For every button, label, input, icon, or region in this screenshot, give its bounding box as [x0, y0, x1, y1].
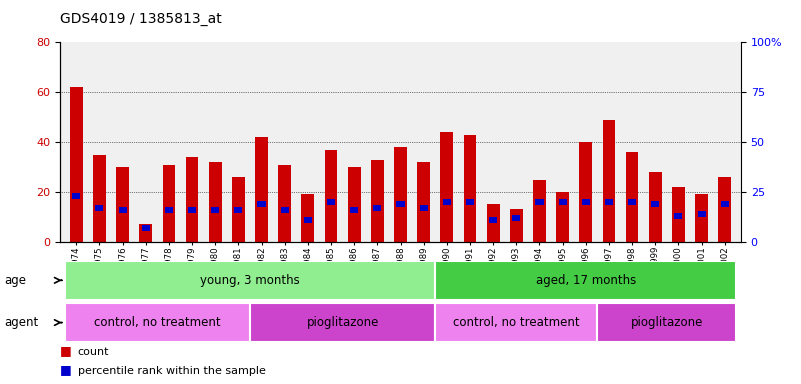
Bar [350, 207, 358, 213]
Bar [510, 210, 523, 242]
Bar [65, 303, 250, 342]
Bar [304, 217, 312, 223]
Bar [626, 152, 638, 242]
Bar [373, 205, 381, 211]
Bar [235, 207, 243, 213]
Bar [70, 87, 83, 242]
Bar [718, 177, 731, 242]
Bar [533, 180, 545, 242]
Bar [441, 132, 453, 242]
Bar [165, 207, 173, 213]
Bar [278, 164, 291, 242]
Bar [695, 195, 708, 242]
Bar [371, 160, 384, 242]
Text: young, 3 months: young, 3 months [200, 274, 300, 287]
Bar [139, 224, 152, 242]
Text: age: age [4, 274, 26, 287]
Bar [435, 261, 736, 300]
Bar [651, 201, 659, 207]
Bar [602, 120, 615, 242]
Bar [396, 201, 405, 207]
Bar [417, 162, 430, 242]
Bar [582, 199, 590, 205]
Bar [464, 135, 477, 242]
Text: control, no treatment: control, no treatment [453, 316, 580, 329]
Bar [232, 177, 245, 242]
Bar [556, 192, 569, 242]
Text: pioglitazone: pioglitazone [307, 316, 379, 329]
Bar [186, 157, 199, 242]
Bar [93, 155, 106, 242]
Text: percentile rank within the sample: percentile rank within the sample [78, 366, 266, 376]
Text: count: count [78, 347, 109, 357]
Bar [628, 199, 636, 205]
Bar [257, 201, 266, 207]
Bar [649, 172, 662, 242]
Bar [95, 205, 103, 211]
Bar [250, 303, 435, 342]
Bar [119, 207, 127, 213]
Bar [487, 205, 500, 242]
Bar [301, 195, 314, 242]
Bar [280, 207, 289, 213]
Bar [256, 137, 268, 242]
Bar [188, 207, 196, 213]
Bar [598, 303, 736, 342]
Text: aged, 17 months: aged, 17 months [536, 274, 636, 287]
Text: ■: ■ [60, 363, 72, 376]
Bar [674, 213, 682, 219]
Bar [209, 162, 222, 242]
Bar [512, 215, 521, 221]
Bar [348, 167, 360, 242]
Bar [420, 205, 428, 211]
Bar [142, 225, 150, 231]
Bar [443, 199, 451, 205]
Bar [721, 201, 729, 207]
Bar [605, 199, 613, 205]
Bar [698, 211, 706, 217]
Bar [489, 217, 497, 223]
Bar [672, 187, 685, 242]
Bar [65, 261, 435, 300]
Bar [558, 199, 566, 205]
Bar [535, 199, 544, 205]
Text: agent: agent [4, 316, 38, 329]
Text: GDS4019 / 1385813_at: GDS4019 / 1385813_at [60, 12, 222, 25]
Bar [394, 147, 407, 242]
Text: ■: ■ [60, 344, 72, 357]
Bar [163, 164, 175, 242]
Text: pioglitazone: pioglitazone [630, 316, 703, 329]
Bar [324, 149, 337, 242]
Bar [579, 142, 592, 242]
Text: control, no treatment: control, no treatment [94, 316, 220, 329]
Bar [435, 303, 598, 342]
Bar [211, 207, 219, 213]
Bar [116, 167, 129, 242]
Bar [327, 199, 335, 205]
Bar [466, 199, 474, 205]
Bar [72, 193, 80, 199]
